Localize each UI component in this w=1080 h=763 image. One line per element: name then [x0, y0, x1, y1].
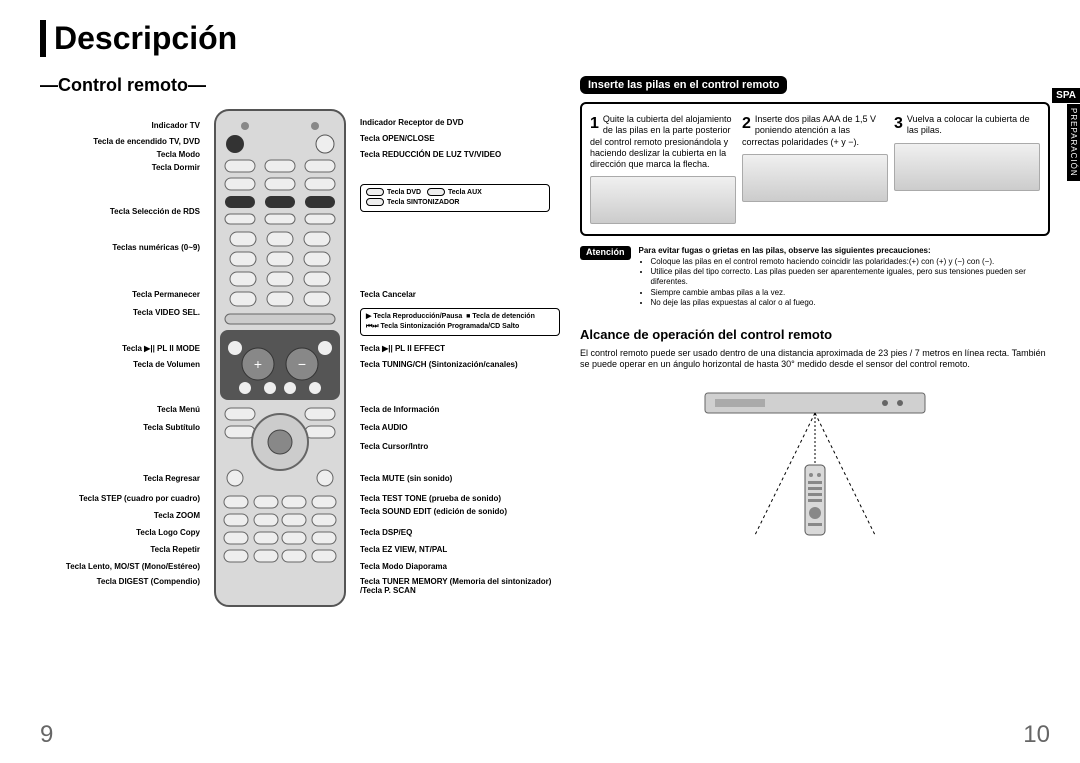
page-number-right: 10 [1023, 721, 1050, 749]
warning-item: No deje las pilas expuestas al calor o a… [651, 298, 1050, 308]
label-encendido: Tecla de encendido TV, DVD [93, 137, 200, 146]
label-cancelar: Tecla Cancelar [360, 290, 416, 299]
label-zoom: Tecla ZOOM [154, 511, 200, 520]
label-menu: Tecla Menú [157, 405, 200, 414]
page-number-left: 9 [40, 721, 53, 749]
battery-illustration-3 [894, 143, 1040, 191]
label-subtitulo: Tecla Subtítulo [143, 423, 200, 432]
label-reduccion-luz: Tecla REDUCCIÓN DE LUZ TV/VIDEO [360, 150, 501, 159]
battery-steps-box: 1 Quite la cubierta del alojamiento de l… [580, 102, 1050, 236]
range-illustration [580, 385, 1050, 550]
label-diaporama: Tecla Modo Diaporama [360, 562, 447, 571]
inset-transport: ▶ Tecla Reproducción/Pausa ■ Tecla de de… [360, 308, 560, 336]
label-cursor: Tecla Cursor/Intro [360, 442, 428, 451]
svg-text:−: − [298, 356, 306, 372]
range-title: Alcance de operación del control remoto [580, 327, 1050, 342]
remote-diagram: + − [40, 108, 560, 618]
label-plii-effect: Tecla ▶|| PL II EFFECT [360, 344, 445, 353]
label-open-close: Tecla OPEN/CLOSE [360, 134, 435, 143]
label-logo-copy: Tecla Logo Copy [136, 528, 200, 537]
language-tab: SPA [1052, 88, 1080, 103]
warning-item: Utilice pilas del tipo correcto. Las pil… [651, 267, 1050, 288]
label-plii-mode: Tecla ▶|| PL II MODE [122, 344, 200, 353]
label-lento: Tecla Lento, MO/ST (Mono/Estéreo) [66, 562, 200, 571]
label-volumen: Tecla de Volumen [133, 360, 200, 369]
warning-badge: Atención [580, 246, 631, 260]
battery-header: Inserte las pilas en el control remoto [580, 76, 787, 94]
warning-box: Atención Para evitar fugas o grietas en … [580, 246, 1050, 308]
warning-item: Coloque las pilas en el control remoto h… [651, 257, 1050, 267]
label-indicador-dvd: Indicador Receptor de DVD [360, 118, 464, 127]
label-informacion: Tecla de Información [360, 405, 439, 414]
label-tuner-memory: Tecla TUNER MEMORY (Memoria del sintoniz… [360, 577, 560, 595]
warning-lead: Para evitar fugas o grietas en las pilas… [639, 246, 1050, 256]
label-step: Tecla STEP (cuadro por cuadro) [79, 494, 200, 503]
battery-step-3: 3 Vuelva a colocar la cubierta de las pi… [894, 114, 1040, 224]
label-test-tone: Tecla TEST TONE (prueba de sonido) [360, 494, 501, 503]
label-numericas: Teclas numéricas (0~9) [112, 243, 200, 252]
label-indicador-tv: Indicador TV [152, 121, 200, 130]
label-repetir: Tecla Repetir [150, 545, 200, 554]
label-ez-view: Tecla EZ VIEW, NT/PAL [360, 545, 447, 554]
label-permanecer: Tecla Permanecer [132, 290, 200, 299]
label-dormir: Tecla Dormir [152, 163, 200, 172]
label-digest: Tecla DIGEST (Compendio) [97, 577, 200, 586]
battery-step-2: 2 Inserte dos pilas AAA de 1,5 V poniend… [742, 114, 888, 224]
page-title: Descripción [40, 20, 1050, 57]
label-rds: Tecla Selección de RDS [110, 207, 200, 216]
section-tab: PREPARACIÓN [1067, 104, 1080, 181]
range-text: El control remoto puede ser usado dentro… [580, 348, 1050, 371]
battery-step-1: 1 Quite la cubierta del alojamiento de l… [590, 114, 736, 224]
label-video-sel: Tecla VIDEO SEL. [133, 308, 200, 317]
label-tuning-ch: Tecla TUNING/CH (Sintonización/canales) [360, 360, 518, 369]
label-mute: Tecla MUTE (sin sonido) [360, 474, 452, 483]
svg-text:+: + [254, 356, 262, 372]
remote-illustration: + − [210, 108, 350, 608]
label-regresar: Tecla Regresar [143, 474, 200, 483]
battery-illustration-2 [742, 154, 888, 202]
label-sound-edit: Tecla SOUND EDIT (edición de sonido) [360, 507, 507, 516]
warning-item: Siempre cambie ambas pilas a la vez. [651, 288, 1050, 298]
subtitle: —Control remoto— [40, 75, 560, 96]
label-modo: Tecla Modo [157, 150, 200, 159]
label-dsp-eq: Tecla DSP/EQ [360, 528, 412, 537]
battery-illustration-1 [590, 176, 736, 224]
manual-page: SPA PREPARACIÓN Descripción —Control rem… [0, 0, 1080, 763]
inset-dvd-aux-tuner: Tecla DVD Tecla AUX Tecla SINTONIZADOR [360, 184, 550, 212]
label-audio: Tecla AUDIO [360, 423, 408, 432]
